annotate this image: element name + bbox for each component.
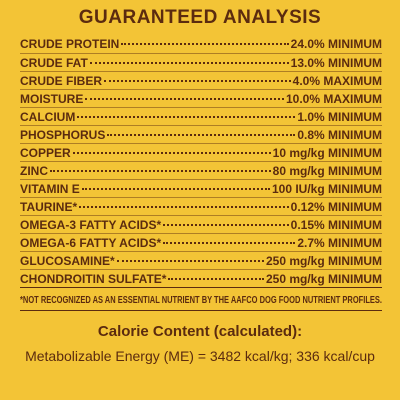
nutrient-name: CALCIUM [20, 110, 76, 124]
dot-leader [104, 80, 291, 82]
analysis-row: OMEGA-6 FATTY ACIDS* 2.7% MINIMUM [20, 233, 382, 251]
nutrient-value: 0.8% MINIMUM [297, 128, 382, 142]
analysis-table: CRUDE PROTEIN 24.0% MINIMUM CRUDE FAT 13.0%… [20, 35, 382, 288]
nutrient-value: 100 IU/kg MINIMUM [271, 182, 382, 196]
dot-leader [107, 134, 296, 136]
dot-leader [163, 242, 296, 244]
dot-leader [85, 98, 284, 100]
nutrient-value: 80 mg/kg MINIMUM [272, 164, 382, 178]
dot-leader [81, 188, 270, 190]
nutrient-value: 0.15% MINIMUM [290, 218, 382, 232]
nutrient-name: COPPER [20, 146, 71, 160]
analysis-row: TAURINE* 0.12% MINIMUM [20, 197, 382, 215]
nutrient-name: MOISTURE [20, 92, 84, 106]
analysis-row: PHOSPHORUS 0.8% MINIMUM [20, 125, 382, 143]
nutrient-name: ZINC [20, 164, 48, 178]
nutrient-name: VITAMIN E [20, 182, 80, 196]
nutrient-value: 0.12% MINIMUM [290, 200, 382, 214]
analysis-row: MOISTURE 10.0% MAXIMUM [20, 89, 382, 107]
analysis-row: GLUCOSAMINE* 250 mg/kg MINIMUM [20, 251, 382, 269]
nutrient-name: TAURINE* [20, 200, 78, 214]
nutrient-value: 2.7% MINIMUM [297, 236, 382, 250]
dot-leader [77, 116, 296, 118]
nutrient-name: CRUDE FIBER [20, 74, 103, 88]
analysis-row: VITAMIN E 100 IU/kg MINIMUM [20, 179, 382, 197]
dot-leader [89, 62, 289, 64]
analysis-row: CRUDE FAT 13.0% MINIMUM [20, 53, 382, 71]
nutrient-name: CRUDE FAT [20, 56, 88, 70]
calorie-title: Calorie Content (calculated): [97, 323, 303, 340]
footnote-box: *NOT RECOGNIZED AS AN ESSENTIAL NUTRIENT… [20, 288, 382, 311]
title: GUARANTEED ANALYSIS [78, 7, 322, 28]
nutrient-name: PHOSPHORUS [20, 128, 106, 142]
nutrient-name: CRUDE PROTEIN [20, 37, 120, 51]
nutrient-value: 10.0% MAXIMUM [285, 92, 382, 106]
nutrient-name: GLUCOSAMINE* [20, 254, 115, 268]
analysis-row: CRUDE FIBER 4.0% MAXIMUM [20, 71, 382, 89]
analysis-row: COPPER 10 mg/kg MINIMUM [20, 143, 382, 161]
dot-leader [163, 224, 289, 226]
dot-leader [79, 206, 289, 208]
analysis-row: CALCIUM 1.0% MINIMUM [20, 107, 382, 125]
nutrient-value: 13.0% MINIMUM [290, 56, 382, 70]
nutrient-value: 1.0% MINIMUM [297, 110, 382, 124]
nutrient-name: OMEGA-6 FATTY ACIDS* [20, 236, 162, 250]
analysis-row: CHONDROITIN SULFATE* 250 mg/kg MINIMUM [20, 269, 382, 287]
nutrient-value: 250 mg/kg MINIMUM [265, 254, 382, 268]
nutrient-name: CHONDROITIN SULFATE* [20, 272, 167, 286]
nutrient-value: 24.0% MINIMUM [290, 37, 382, 51]
dot-leader [50, 170, 271, 172]
nutrient-name: OMEGA-3 FATTY ACIDS* [20, 218, 162, 232]
footnote: *NOT RECOGNIZED AS AN ESSENTIAL NUTRIENT… [20, 295, 382, 306]
dot-leader [116, 260, 264, 262]
analysis-row: CRUDE PROTEIN 24.0% MINIMUM [20, 35, 382, 53]
nutrient-value: 10 mg/kg MINIMUM [272, 146, 382, 160]
nutrient-value: 250 mg/kg MINIMUM [265, 272, 382, 286]
dot-leader [168, 278, 264, 280]
dot-leader [72, 152, 271, 154]
analysis-row: ZINC 80 mg/kg MINIMUM [20, 161, 382, 179]
nutrient-value: 4.0% MAXIMUM [292, 74, 382, 88]
analysis-row: OMEGA-3 FATTY ACIDS* 0.15% MINIMUM [20, 215, 382, 233]
dot-leader [121, 43, 289, 45]
calorie-text: Metabolizable Energy (ME) = 3482 kcal/kg… [25, 348, 375, 364]
